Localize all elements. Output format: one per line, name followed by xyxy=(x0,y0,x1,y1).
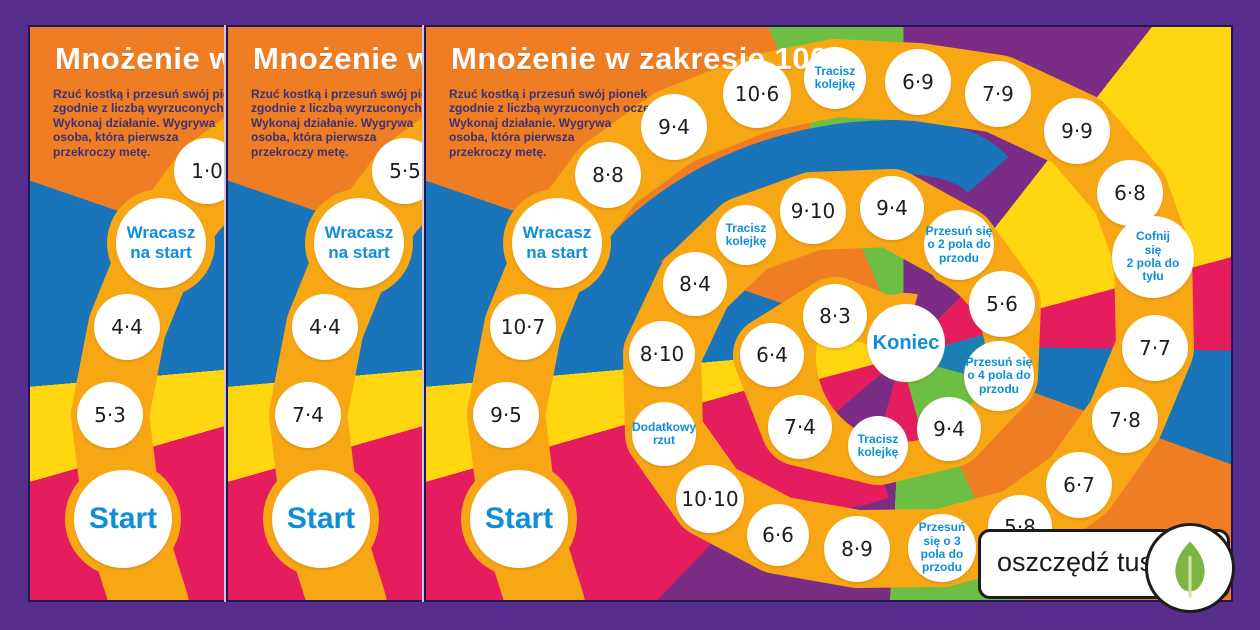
board-space-math: 7·8 xyxy=(1092,387,1158,453)
board-space-math: 9·9 xyxy=(1044,98,1110,164)
board-space-action: Przesuń się o 3 pola do przodu xyxy=(908,514,976,582)
board-space-math: 10·6 xyxy=(723,60,791,128)
board-space-math: 4·4 xyxy=(94,294,160,360)
board-space-action: Tracisz kolejkę xyxy=(716,205,776,265)
board-space-math: 10·10 xyxy=(676,465,744,533)
board-space-start: Start xyxy=(470,470,568,568)
board-space-action: Tracisz kolejkę xyxy=(848,416,908,476)
board-space-math: 7·4 xyxy=(768,395,832,459)
board-instructions: Rzuć kostką i przesuń swój pionek zgodni… xyxy=(449,87,660,159)
board-space-start: Start xyxy=(74,470,172,568)
board-space-action: Tracisz kolejkę xyxy=(804,47,866,109)
leaf-icon xyxy=(1145,523,1235,613)
board-spaces: Start 9·5 10·7 Wracasz na start 8·8 9·4 10·6 Tr… xyxy=(426,27,1231,600)
board-space-math: 4·4 xyxy=(292,294,358,360)
board-space-math: 8·4 xyxy=(663,252,727,316)
board-space-action: Dodatkowy rzut xyxy=(632,402,696,466)
save-ink-label: oszczędź tusz xyxy=(997,547,1167,577)
board-space-math: 6·7 xyxy=(1046,452,1112,518)
board-space-action: Przesuń się o 4 pola do przodu xyxy=(964,341,1034,411)
board-space-math: 9·5 xyxy=(473,382,539,448)
board-space-math: 9·4 xyxy=(860,176,924,240)
board-space-action: Przesuń się o 2 pola do przodu xyxy=(924,210,994,280)
board-space-math: 7·4 xyxy=(275,382,341,448)
board-spaces: Start 5·3 4·4 Wracasz na start 1·0 xyxy=(30,27,835,600)
board-space-action: Cofnij się 2 pola do tyłu xyxy=(1112,216,1194,298)
inner-gap-blue-band xyxy=(541,119,1009,359)
board-space-math: 9·10 xyxy=(780,178,846,244)
board-space-math: 10·7 xyxy=(490,294,556,360)
save-ink-badge: oszczędź tusz xyxy=(978,523,1235,613)
board-space-math: 8·9 xyxy=(824,516,890,582)
board-space-end: Koniec xyxy=(867,304,945,382)
board-space-math: 6·9 xyxy=(885,49,951,115)
board-space-math: 5·3 xyxy=(77,382,143,448)
board-space-math: 9·4 xyxy=(917,397,981,461)
board-space-math: 8·10 xyxy=(629,321,695,387)
board-spaces: Start 7·4 4·4 Wracasz na start 5·5 xyxy=(228,27,1033,600)
game-board-page-front: Mnożenie w zakresie 100 Rzuć kostką i pr… xyxy=(424,25,1233,602)
board-space-math: 6·8 xyxy=(1097,160,1163,226)
board-space-math: 6·6 xyxy=(747,504,809,566)
board-space-math: 6·4 xyxy=(740,323,804,387)
board-space-start: Start xyxy=(272,470,370,568)
board-space-math: 5·6 xyxy=(969,271,1035,337)
board-space-action-lg: Wracasz na start xyxy=(512,198,602,288)
board-space-math: 8·8 xyxy=(575,142,641,208)
board-space-math: 8·3 xyxy=(803,284,867,348)
board-space-math: 7·9 xyxy=(965,61,1031,127)
board-space-action-lg: Wracasz na start xyxy=(314,198,404,288)
board-space-math: 7·7 xyxy=(1122,315,1188,381)
board-space-action-lg: Wracasz na start xyxy=(116,198,206,288)
board-space-math: 9·4 xyxy=(641,94,707,160)
